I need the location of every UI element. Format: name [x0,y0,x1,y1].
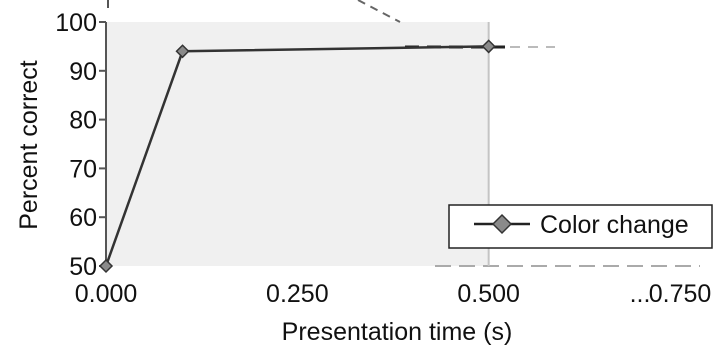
data-point [98,258,114,274]
y-tick-label: 50 [69,253,97,281]
y-tick-label: 100 [55,9,97,37]
y-tick-label: 90 [69,58,97,86]
legend-diamond-marker [491,213,513,235]
y-tick-label: 80 [69,107,97,135]
series-layer [98,39,496,274]
x-tick-label: ... [630,280,651,308]
x-axis-ticks: 0.000 0.250 0.500 0.750... [75,280,712,308]
x-tick-label: 0.000 [75,280,138,308]
legend-label: Color change [540,211,689,239]
x-tick-label: 0.250 [266,280,329,308]
legend-box [448,204,713,249]
y-axis-title: Percent correct [15,60,43,230]
y-tick-label: 70 [69,155,97,183]
data-point [481,39,496,54]
x-tick-label: 0.750 [649,280,712,308]
dashed-top-diagonal [357,0,401,23]
shaded-region [106,22,489,266]
y-axis-ticks: 50 60 70 80 90 100 [55,9,106,281]
legend: Color change [448,204,713,249]
data-point [175,44,190,59]
x-tick-label: 0.500 [457,280,520,308]
y-tick-label: 60 [69,204,97,232]
x-axis-title: Presentation time (s) [282,318,513,346]
